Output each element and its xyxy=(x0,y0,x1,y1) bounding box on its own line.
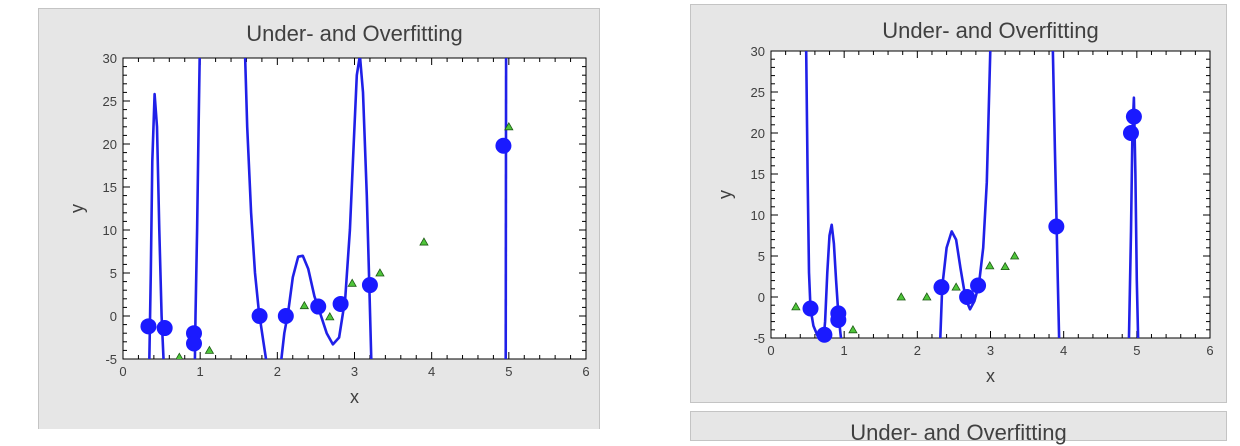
y-tick-label: 30 xyxy=(751,44,765,59)
y-tick-label: -5 xyxy=(105,352,117,367)
train-point xyxy=(1048,218,1064,234)
train-point xyxy=(157,320,173,336)
y-tick-label: 25 xyxy=(103,94,117,109)
x-tick-label: 1 xyxy=(841,343,848,358)
y-tick-label: 5 xyxy=(110,266,117,281)
x-axis-label: x xyxy=(350,387,359,407)
y-tick-label: 0 xyxy=(110,309,117,324)
chart-panel-stub: Under- and Overfitting xyxy=(690,411,1227,441)
y-tick-label: 20 xyxy=(751,126,765,141)
y-tick-label: 10 xyxy=(751,208,765,223)
y-tick-label: 15 xyxy=(103,180,117,195)
train-point xyxy=(816,327,832,343)
train-point xyxy=(310,299,326,315)
y-tick-label: 0 xyxy=(758,290,765,305)
x-tick-label: 5 xyxy=(1133,343,1140,358)
x-tick-label: 6 xyxy=(1206,343,1213,358)
train-point xyxy=(1126,109,1142,125)
chart-title: Under- and Overfitting xyxy=(246,21,462,46)
train-point xyxy=(933,279,949,295)
train-point xyxy=(278,308,294,324)
y-tick-label: -5 xyxy=(753,331,765,346)
x-tick-label: 4 xyxy=(428,364,435,379)
train-point xyxy=(1123,125,1139,141)
y-axis-label: y xyxy=(67,204,87,213)
y-tick-label: 15 xyxy=(751,167,765,182)
stub-chart-title: Under- and Overfitting xyxy=(691,420,1226,446)
train-point xyxy=(252,308,268,324)
y-tick-label: 25 xyxy=(751,85,765,100)
x-tick-label: 6 xyxy=(582,364,589,379)
x-axis-label: x xyxy=(986,366,995,386)
train-point xyxy=(362,277,378,293)
x-tick-label: 0 xyxy=(119,364,126,379)
x-tick-label: 5 xyxy=(505,364,512,379)
x-tick-label: 2 xyxy=(274,364,281,379)
y-tick-label: 10 xyxy=(103,223,117,238)
train-point xyxy=(495,138,511,154)
x-tick-label: 1 xyxy=(197,364,204,379)
x-tick-label: 4 xyxy=(1060,343,1067,358)
y-tick-label: 20 xyxy=(103,137,117,152)
train-point xyxy=(140,318,156,334)
train-point xyxy=(970,278,986,294)
x-tick-label: 2 xyxy=(914,343,921,358)
x-tick-label: 0 xyxy=(767,343,774,358)
train-point xyxy=(186,336,202,352)
x-tick-label: 3 xyxy=(987,343,994,358)
train-point xyxy=(803,300,819,316)
x-tick-label: 3 xyxy=(351,364,358,379)
y-tick-label: 5 xyxy=(758,249,765,264)
chart-title: Under- and Overfitting xyxy=(882,18,1098,43)
train-point xyxy=(333,296,349,312)
y-tick-label: 30 xyxy=(103,51,117,66)
train-point xyxy=(830,312,846,328)
y-axis-label: y xyxy=(715,190,735,199)
